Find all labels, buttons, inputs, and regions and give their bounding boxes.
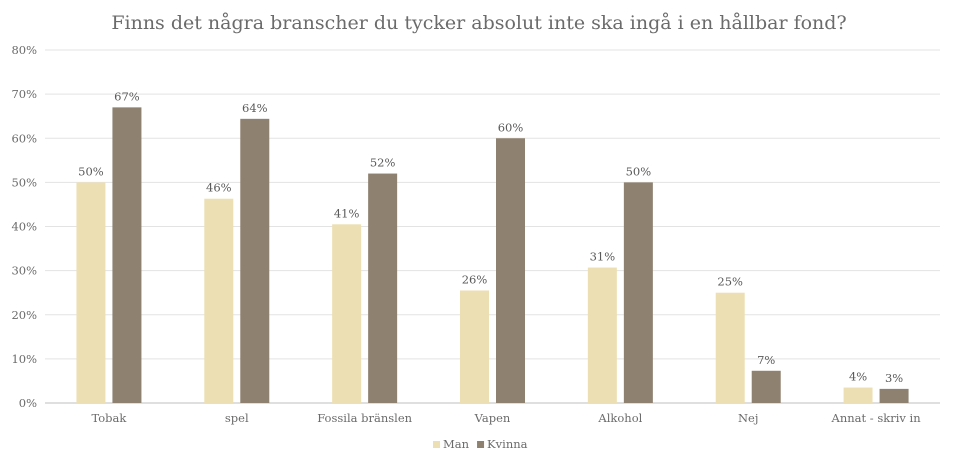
bar-kvinna xyxy=(368,173,398,403)
legend-swatch-kvinna xyxy=(477,441,485,448)
x-tick-label: Nej xyxy=(738,411,758,425)
data-label: 64% xyxy=(242,101,268,115)
data-label: 25% xyxy=(717,275,743,289)
bar-kvinna xyxy=(879,388,909,403)
legend: Man Kvinna xyxy=(433,437,528,451)
x-tick-label: spel xyxy=(225,411,249,425)
x-tick-label: Fossila bränslen xyxy=(317,411,412,425)
y-axis: 0% 10% 20% 30% 40% 50% 60% 70% 80% xyxy=(11,43,37,410)
y-tick-label: 50% xyxy=(11,175,37,189)
bar-kvinna xyxy=(112,107,142,404)
data-label: 31% xyxy=(590,250,616,264)
x-tick-label: Vapen xyxy=(474,411,511,425)
data-labels: 50% 67% 46% 64% 41% 52% 26% 60% 31% 50% 25% 7% 4% 3% xyxy=(78,89,903,385)
bar-man xyxy=(587,267,617,403)
bar-kvinna xyxy=(751,370,781,403)
data-label: 50% xyxy=(78,164,104,178)
data-label: 50% xyxy=(626,164,652,178)
y-tick-label: 40% xyxy=(11,220,37,234)
y-tick-label: 0% xyxy=(19,396,37,410)
data-label: 7% xyxy=(757,353,775,367)
bar-man xyxy=(204,198,234,403)
bar-man xyxy=(843,387,873,403)
data-label: 60% xyxy=(498,120,524,134)
bar-man xyxy=(76,182,106,403)
x-tick-label: Tobak xyxy=(91,411,127,425)
data-label: 4% xyxy=(849,370,867,384)
y-tick-label: 30% xyxy=(11,264,37,278)
data-label: 41% xyxy=(334,206,360,220)
gridlines xyxy=(45,49,940,404)
y-tick-label: 70% xyxy=(11,87,37,101)
data-label: 67% xyxy=(114,89,140,103)
data-label: 52% xyxy=(370,156,396,170)
legend-label: Man xyxy=(443,437,470,451)
chart-title: Finns det några branscher du tycker abso… xyxy=(111,12,846,34)
y-tick-label: 80% xyxy=(11,43,37,57)
y-tick-label: 10% xyxy=(11,352,37,366)
bar-kvinna xyxy=(623,182,653,403)
bar-man xyxy=(715,292,745,403)
data-label: 3% xyxy=(885,371,903,385)
legend-swatch-man xyxy=(433,441,440,448)
x-axis: Tobak spel Fossila bränslen Vapen Alkohol Nej… xyxy=(91,411,921,425)
bars xyxy=(76,107,909,404)
bar-kvinna xyxy=(496,138,525,403)
bar-man xyxy=(332,224,362,403)
data-label: 26% xyxy=(462,272,488,286)
bar-man xyxy=(460,290,489,403)
x-tick-label: Annat - skriv in xyxy=(831,411,922,425)
x-tick-label: Alkohol xyxy=(597,411,642,425)
y-tick-label: 20% xyxy=(11,308,37,322)
y-tick-label: 60% xyxy=(11,131,37,145)
data-label: 46% xyxy=(206,181,232,195)
bar-kvinna xyxy=(240,118,270,404)
legend-label: Kvinna xyxy=(487,437,528,451)
